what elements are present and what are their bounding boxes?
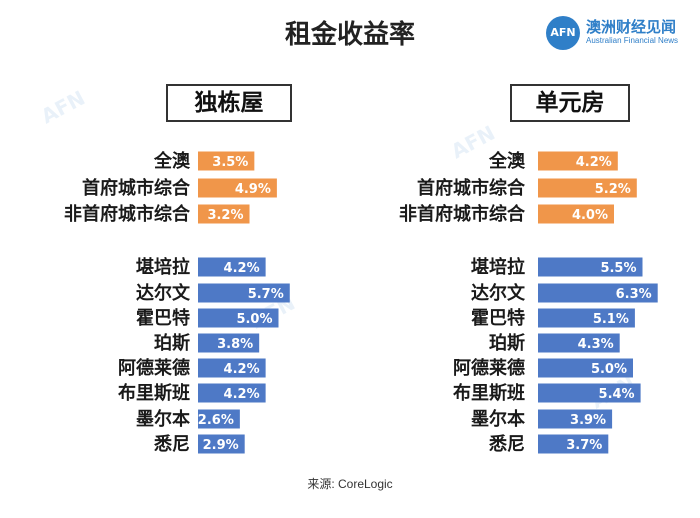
bar [198, 151, 255, 171]
category-label: 布里斯班 [118, 382, 190, 404]
category-label: 霍巴特 [136, 307, 190, 329]
bar [538, 333, 620, 353]
category-label: 非首府城市综合 [399, 203, 526, 225]
bar [538, 409, 613, 429]
brand-name-en: Australian Financial News [586, 36, 679, 45]
data-label: 4.9% [235, 182, 271, 197]
bar [538, 283, 658, 303]
category-label: 悉尼 [153, 434, 190, 455]
bar [198, 308, 279, 328]
data-label: 3.5% [212, 155, 248, 170]
category-label: 达尔文 [471, 282, 526, 304]
category-label: 珀斯 [489, 332, 525, 354]
category-label: 布里斯班 [453, 382, 525, 404]
bar [538, 434, 609, 454]
category-label: 堪培拉 [471, 256, 525, 278]
afn-logo-icon: AFN [546, 16, 580, 50]
data-label: 5.1% [593, 312, 629, 327]
bar [538, 204, 614, 224]
bar [198, 409, 240, 429]
bar [538, 257, 643, 277]
source-note: 来源: CoreLogic [307, 477, 393, 491]
category-label: 墨尔本 [471, 408, 525, 430]
brand-name-cn: 澳洲财经见闻 [586, 18, 677, 36]
data-label: 5.5% [600, 261, 636, 276]
data-label: 3.9% [570, 413, 606, 428]
data-label: 4.2% [576, 155, 612, 170]
category-label: 悉尼 [488, 434, 525, 455]
bar [538, 151, 618, 171]
bar [538, 358, 633, 378]
data-label: 4.2% [224, 362, 260, 377]
bar [198, 178, 277, 198]
data-label: 5.4% [599, 387, 635, 402]
data-label: 6.3% [616, 287, 652, 302]
panel-title-unit: 单元房 [510, 84, 630, 122]
bar [198, 358, 266, 378]
category-label: 珀斯 [154, 332, 190, 354]
bar [198, 204, 250, 224]
data-label: 3.2% [207, 208, 243, 223]
bar [198, 333, 260, 353]
data-label: 4.3% [578, 337, 614, 352]
bar [198, 257, 266, 277]
data-label: 2.9% [203, 438, 239, 453]
category-label: 首府城市综合 [82, 177, 191, 199]
data-label: 4.2% [224, 387, 260, 402]
data-label: 5.7% [248, 287, 284, 302]
bar [198, 434, 245, 454]
brand-logo: AFN 澳洲财经见闻 Australian Financial News [546, 16, 696, 52]
category-label: 全澳 [488, 150, 526, 172]
bar [538, 178, 637, 198]
chart-title: 租金收益率 [284, 20, 415, 50]
data-label: 5.0% [236, 312, 272, 327]
category-label: 堪培拉 [136, 256, 190, 278]
panel-title-house: 独栋屋 [166, 84, 292, 122]
category-label: 达尔文 [136, 282, 191, 304]
category-label: 霍巴特 [471, 307, 525, 329]
bar [198, 283, 290, 303]
data-label: 4.0% [572, 208, 608, 223]
bar [538, 308, 635, 328]
data-label: 4.2% [224, 261, 260, 276]
category-label: 阿德莱德 [453, 357, 525, 379]
bar [538, 383, 641, 403]
data-label: 3.8% [217, 337, 253, 352]
data-label: 5.0% [591, 362, 627, 377]
category-label: 墨尔本 [136, 408, 190, 430]
category-label: 全澳 [153, 150, 191, 172]
data-label: 3.7% [566, 438, 602, 453]
data-label: 2.6% [198, 413, 234, 428]
category-label: 首府城市综合 [417, 177, 526, 199]
category-label: 阿德莱德 [118, 357, 190, 379]
data-label: 5.2% [595, 182, 631, 197]
category-label: 非首府城市综合 [64, 203, 191, 225]
bar [198, 383, 266, 403]
